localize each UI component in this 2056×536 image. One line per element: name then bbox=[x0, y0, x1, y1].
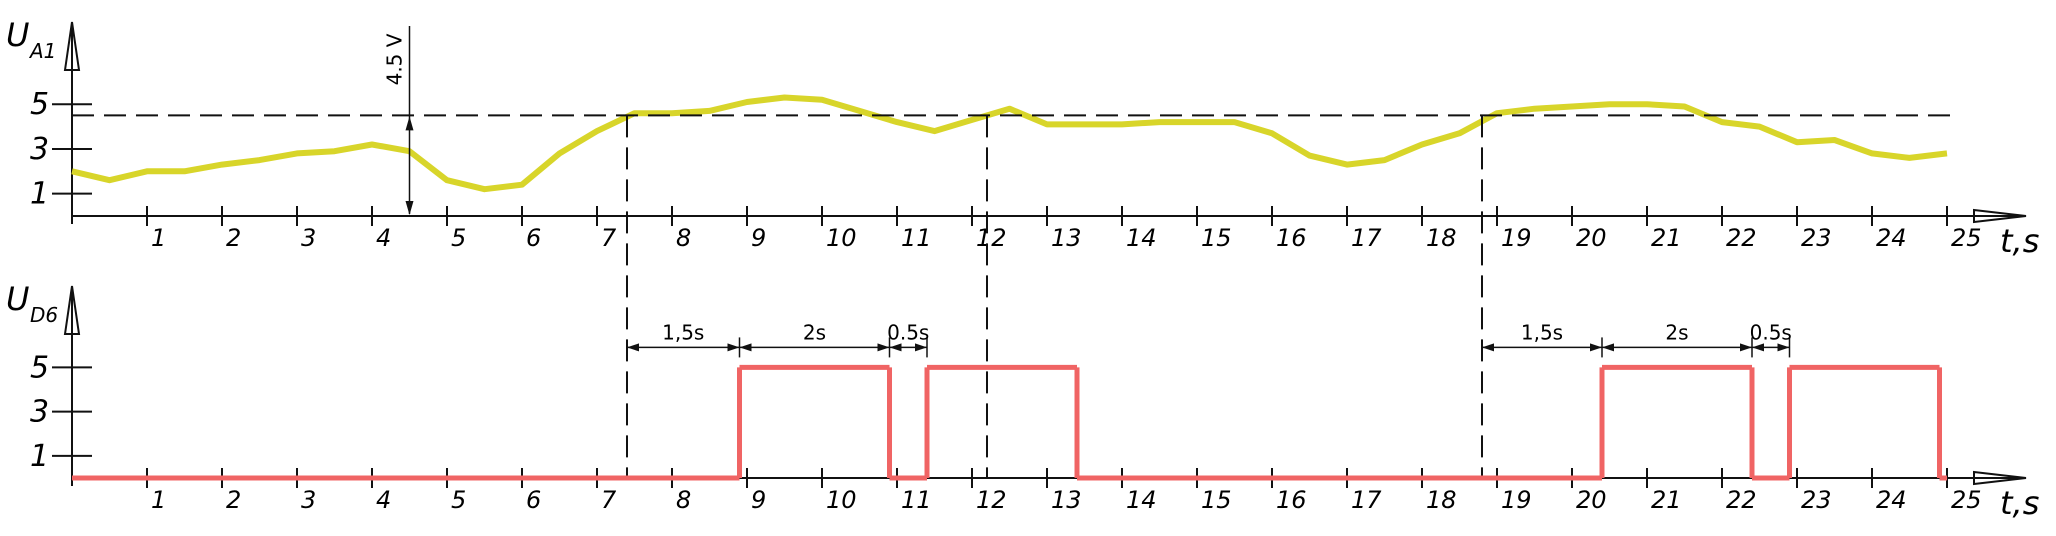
y-axis-label-sub: D6 bbox=[30, 303, 58, 327]
x-tick-label: 21 bbox=[1651, 224, 1682, 252]
y-axis-label: U bbox=[6, 280, 29, 318]
x-tick-label: 6 bbox=[526, 486, 541, 514]
x-tick-label: 23 bbox=[1801, 224, 1832, 252]
dimension-label: 2s bbox=[803, 320, 826, 344]
x-tick-label: 24 bbox=[1876, 486, 1907, 514]
signal-line bbox=[71, 94, 1948, 193]
x-tick-label: 16 bbox=[1276, 486, 1307, 514]
x-tick-label: 14 bbox=[1126, 486, 1157, 514]
x-tick-label: 23 bbox=[1801, 486, 1832, 514]
x-tick-label: 11 bbox=[901, 486, 932, 514]
x-tick-label: 8 bbox=[676, 486, 691, 514]
dim-arrow bbox=[627, 343, 740, 352]
dimension-label: 2s bbox=[1665, 320, 1688, 344]
y-axis-label: U bbox=[6, 16, 29, 54]
x-tick-label: 2 bbox=[226, 486, 241, 514]
x-tick-label: 5 bbox=[451, 486, 466, 514]
x-tick-label: 16 bbox=[1276, 224, 1307, 252]
x-tick-label: 18 bbox=[1426, 486, 1457, 514]
y-tick-label: 1 bbox=[30, 439, 49, 474]
y-axis-arrow bbox=[63, 21, 81, 71]
y-tick-label: 5 bbox=[30, 350, 49, 385]
x-tick-label: 25 bbox=[1951, 224, 1982, 252]
dimension-label: 1,5s bbox=[1521, 320, 1563, 344]
x-tick-label: 19 bbox=[1501, 224, 1532, 252]
x-axis-arrow bbox=[1973, 470, 2027, 486]
y-tick-label: 5 bbox=[30, 87, 49, 122]
x-tick-label: 24 bbox=[1876, 224, 1907, 252]
x-tick-label: 5 bbox=[451, 224, 466, 252]
dim-arrow bbox=[889, 343, 927, 352]
x-tick-label: 13 bbox=[1051, 486, 1082, 514]
x-tick-label: 3 bbox=[301, 224, 316, 252]
x-tick-label: 20 bbox=[1576, 486, 1607, 514]
x-tick-label: 12 bbox=[976, 224, 1007, 252]
x-tick-label: 3 bbox=[301, 486, 316, 514]
x-tick-label: 17 bbox=[1351, 486, 1382, 514]
x-tick-label: 15 bbox=[1201, 224, 1232, 252]
x-tick-label: 15 bbox=[1201, 486, 1232, 514]
dimension-label: 0.5s bbox=[887, 320, 929, 344]
x-tick-label: 8 bbox=[676, 224, 691, 252]
x-tick-label: 12 bbox=[976, 486, 1007, 514]
x-tick-label: 22 bbox=[1726, 224, 1757, 252]
x-tick-label: 7 bbox=[601, 224, 617, 252]
x-tick-label: 20 bbox=[1576, 224, 1607, 252]
x-tick-label: 21 bbox=[1651, 486, 1682, 514]
x-tick-label: 4 bbox=[376, 224, 391, 252]
x-tick-label: 25 bbox=[1951, 486, 1982, 514]
y-tick-label: 3 bbox=[30, 132, 49, 167]
x-tick-label: 19 bbox=[1501, 486, 1532, 514]
x-tick-label: 7 bbox=[601, 486, 617, 514]
dimension-label: 0.5s bbox=[1750, 320, 1792, 344]
x-tick-label: 2 bbox=[226, 224, 241, 252]
threshold-label: 4.5 V bbox=[383, 33, 407, 85]
y-axis-arrow bbox=[63, 285, 81, 335]
x-tick-label: 17 bbox=[1351, 224, 1382, 252]
x-tick-label: 13 bbox=[1051, 224, 1082, 252]
y-axis-label-sub: A1 bbox=[28, 39, 56, 63]
x-tick-label: 22 bbox=[1726, 486, 1757, 514]
dim-arrow bbox=[1482, 343, 1602, 352]
x-tick-label: 1 bbox=[151, 224, 166, 252]
x-tick-label: 9 bbox=[751, 224, 766, 252]
x-tick-label: 1 bbox=[151, 486, 166, 514]
dimension-label: 1,5s bbox=[662, 320, 704, 344]
y-tick-label: 1 bbox=[30, 177, 49, 212]
x-axis-label: t,s bbox=[2000, 222, 2039, 260]
x-tick-label: 10 bbox=[826, 224, 857, 252]
x-tick-label: 11 bbox=[901, 224, 932, 252]
x-tick-label: 6 bbox=[526, 224, 541, 252]
dim-arrow bbox=[1752, 343, 1790, 352]
x-tick-label: 10 bbox=[826, 486, 857, 514]
x-axis-arrow bbox=[1973, 208, 2027, 224]
x-tick-label: 4 bbox=[376, 486, 391, 514]
x-tick-label: 14 bbox=[1126, 224, 1157, 252]
x-tick-label: 18 bbox=[1426, 224, 1457, 252]
y-tick-label: 3 bbox=[30, 395, 49, 430]
x-axis-label: t,s bbox=[2000, 484, 2039, 522]
x-tick-label: 9 bbox=[751, 486, 766, 514]
